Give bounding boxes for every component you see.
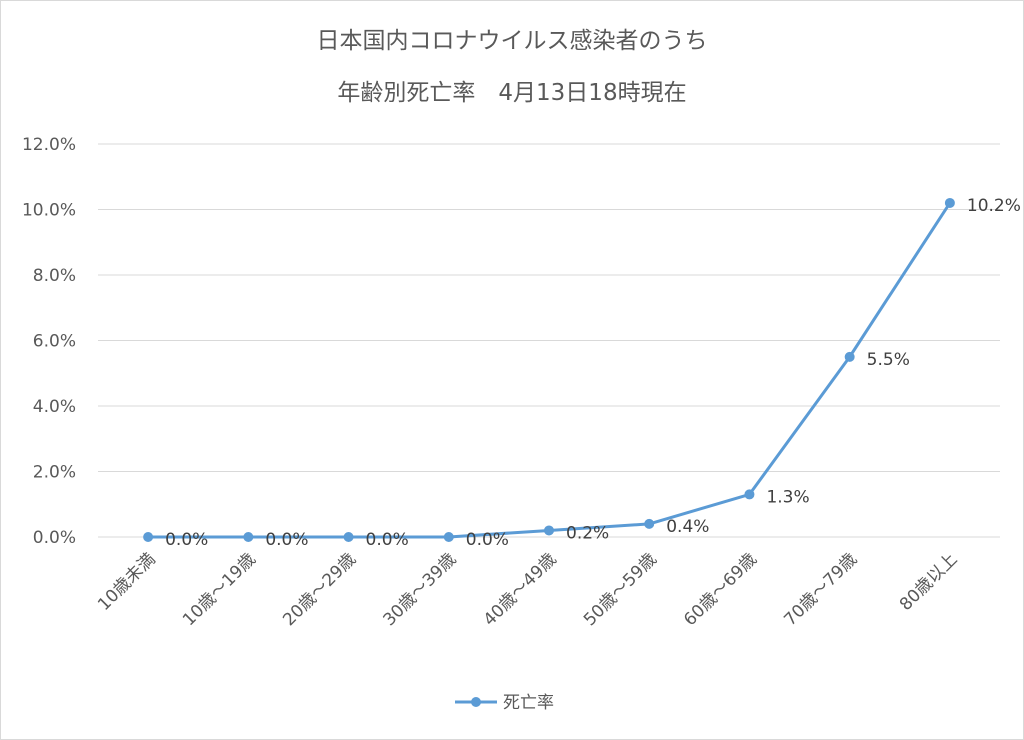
data-label: 0.4% [666, 517, 709, 537]
x-tick-label: 10歳～19歳 [179, 549, 260, 630]
y-tick-label: 6.0% [33, 332, 76, 352]
legend-label: 死亡率 [503, 693, 554, 713]
data-label: 0.0% [265, 530, 308, 550]
data-labels: 0.0% 0.0% 0.0% 0.0% 0.2% 0.4% 1.3% 5.5% 10.2% [165, 196, 1021, 550]
y-tick-label: 12.0% [22, 135, 76, 155]
x-tick-label: 70歳～79歳 [780, 549, 861, 630]
x-tick-label: 30歳～39歳 [380, 549, 461, 630]
data-point [443, 532, 454, 542]
y-tick-label: 8.0% [33, 266, 76, 286]
y-tick-label: 0.0% [33, 528, 76, 548]
data-label: 5.5% [867, 350, 910, 370]
data-label: 10.2% [967, 196, 1021, 216]
y-axis-ticks: 0.0% 2.0% 4.0% 6.0% 8.0% 10.0% 12.0% [22, 135, 76, 548]
y-tick-label: 4.0% [33, 397, 76, 417]
x-tick-label: 10歳未満 [94, 549, 160, 615]
series-line-group [143, 197, 955, 542]
data-point [744, 489, 755, 500]
x-tick-label: 40歳～49歳 [480, 549, 561, 630]
data-point [243, 532, 254, 542]
series-line [148, 202, 952, 539]
data-point [143, 532, 154, 542]
y-tick-label: 2.0% [33, 463, 76, 483]
data-point [844, 351, 855, 362]
data-point [644, 518, 655, 529]
x-tick-label: 50歳～59歳 [580, 549, 661, 630]
x-tick-label: 20歳～29歳 [279, 549, 360, 630]
data-point [343, 532, 354, 542]
chart-subtitle: 年齢別死亡率 4月13日18時現在 [337, 80, 686, 106]
data-label: 0.0% [366, 530, 409, 550]
data-label: 0.0% [165, 530, 208, 550]
legend-point-marker [471, 697, 481, 707]
gridlines [98, 143, 1000, 538]
chart-title: 日本国内コロナウイルス感染者のうち [317, 28, 708, 54]
x-tick-label: 60歳～69歳 [680, 549, 761, 630]
data-label: 0.0% [466, 530, 509, 550]
data-label: 0.2% [566, 523, 609, 543]
x-tick-label: 80歳以上 [896, 549, 962, 615]
data-point [544, 525, 554, 536]
legend: 死亡率 [455, 693, 554, 713]
data-point [944, 197, 955, 208]
data-label: 1.3% [766, 487, 809, 507]
y-tick-label: 10.0% [22, 201, 76, 221]
x-axis-ticks: 10歳未満 10歳～19歳 20歳～29歳 30歳～39歳 40歳～49歳 50歳～59歳… [94, 549, 961, 630]
